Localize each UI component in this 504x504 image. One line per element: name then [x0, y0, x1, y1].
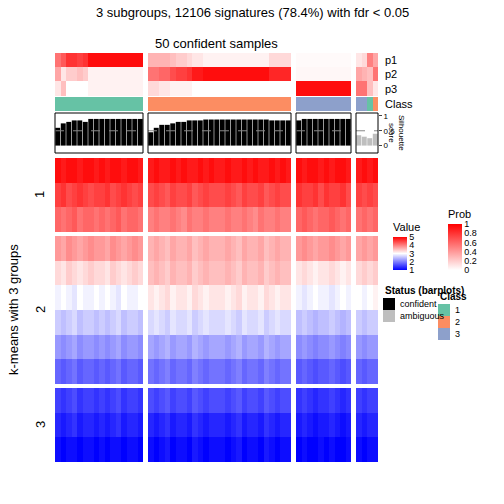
svg-text:1: 1 [384, 112, 389, 121]
svg-text:5: 5 [409, 232, 414, 242]
svg-text:Class: Class [440, 291, 467, 302]
svg-text:2: 2 [455, 317, 460, 327]
svg-text:Value: Value [393, 221, 420, 233]
svg-text:2: 2 [33, 306, 48, 313]
svg-text:Status (barplots): Status (barplots) [385, 285, 464, 296]
svg-text:Silhouettescore: Silhouettescore [387, 115, 406, 151]
svg-text:2: 2 [409, 257, 414, 267]
svg-text:confident: confident [400, 299, 437, 309]
svg-text:p3: p3 [385, 83, 397, 95]
svg-text:0.6: 0.6 [464, 238, 477, 248]
svg-text:0.2: 0.2 [464, 256, 477, 266]
svg-text:k-means with 3 groups: k-means with 3 groups [6, 244, 21, 375]
svg-text:3: 3 [33, 421, 48, 428]
svg-text:1: 1 [409, 265, 414, 275]
svg-text:1: 1 [464, 219, 469, 229]
svg-text:ambiguous: ambiguous [400, 311, 445, 321]
svg-text:0: 0 [464, 265, 469, 275]
svg-text:Class: Class [385, 98, 413, 110]
svg-text:p2: p2 [385, 68, 397, 80]
svg-text:0: 0 [384, 141, 389, 150]
svg-text:3: 3 [409, 249, 414, 259]
svg-text:50 confident samples: 50 confident samples [155, 36, 278, 51]
svg-text:p1: p1 [385, 54, 397, 66]
svg-text:0.4: 0.4 [464, 247, 477, 257]
svg-text:4: 4 [409, 240, 414, 250]
svg-text:3 subgroups, 12106 signatures: 3 subgroups, 12106 signatures (78.4%) wi… [96, 5, 409, 20]
svg-text:3: 3 [455, 329, 460, 339]
svg-text:0.8: 0.8 [464, 228, 477, 238]
svg-text:0.5: 0.5 [384, 127, 396, 136]
svg-text:1: 1 [32, 191, 47, 198]
svg-text:Prob: Prob [448, 208, 471, 220]
svg-text:1: 1 [455, 305, 460, 315]
